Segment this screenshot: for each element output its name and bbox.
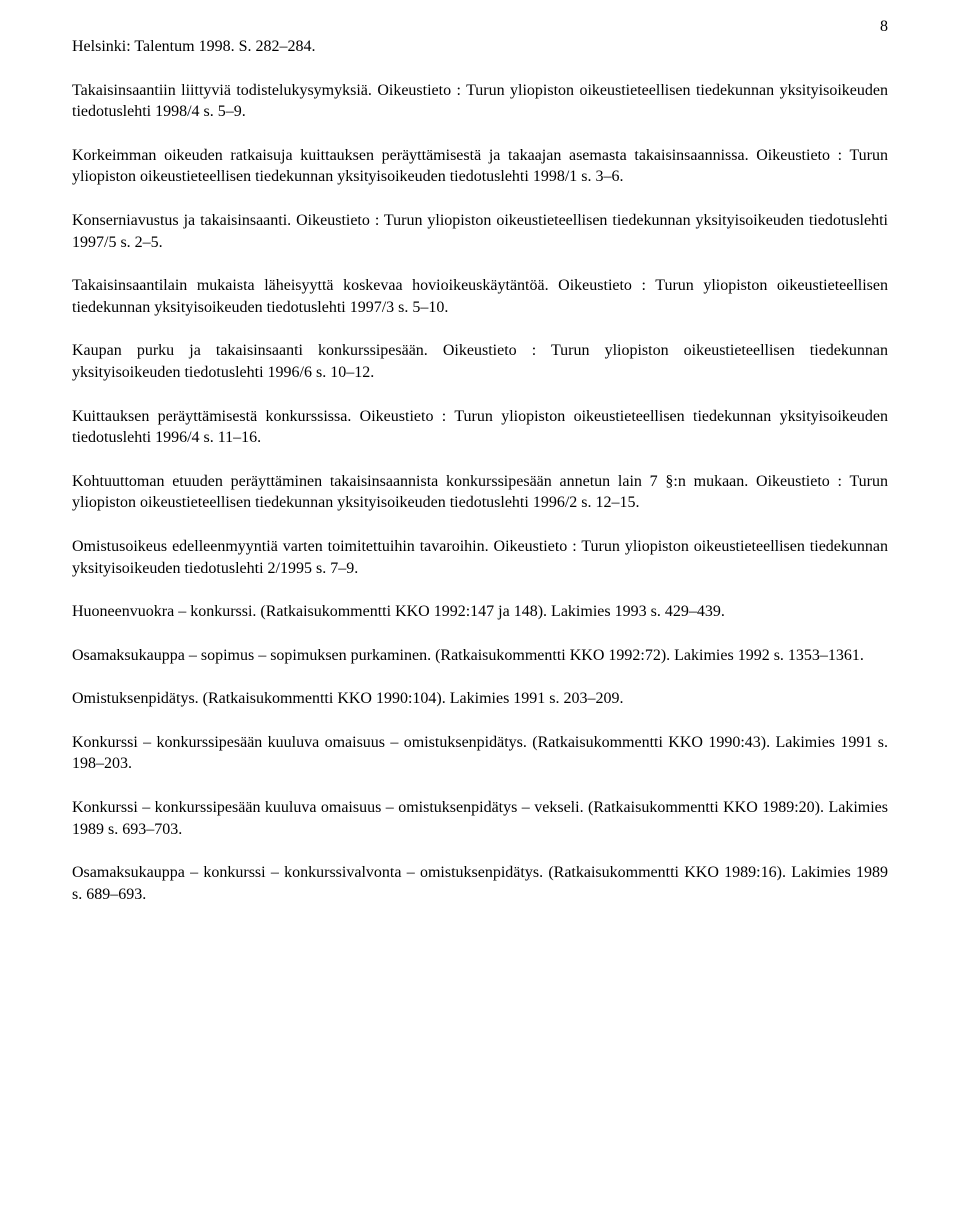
paragraph: Konkurssi – konkurssipesään kuuluva omai…	[72, 732, 888, 775]
paragraph: Helsinki: Talentum 1998. S. 282–284.	[72, 36, 888, 58]
paragraph: Konserniavustus ja takaisinsaanti. Oikeu…	[72, 210, 888, 253]
paragraph: Kaupan purku ja takaisinsaanti konkurssi…	[72, 340, 888, 383]
paragraph: Kohtuuttoman etuuden peräyttäminen takai…	[72, 471, 888, 514]
page-number: 8	[880, 18, 888, 36]
paragraph: Osamaksukauppa – sopimus – sopimuksen pu…	[72, 645, 888, 667]
paragraph: Takaisinsaantiin liittyviä todistelukysy…	[72, 80, 888, 123]
document-page: 8 Helsinki: Talentum 1998. S. 282–284. T…	[0, 0, 960, 1218]
paragraph: Kuittauksen peräyttämisestä konkurssissa…	[72, 406, 888, 449]
paragraph: Korkeimman oikeuden ratkaisuja kuittauks…	[72, 145, 888, 188]
paragraph: Omistuksenpidätys. (Ratkaisukommentti KK…	[72, 688, 888, 710]
paragraph: Osamaksukauppa – konkurssi – konkurssiva…	[72, 862, 888, 905]
paragraph: Takaisinsaantilain mukaista läheisyyttä …	[72, 275, 888, 318]
paragraph: Konkurssi – konkurssipesään kuuluva omai…	[72, 797, 888, 840]
paragraph: Huoneenvuokra – konkurssi. (Ratkaisukomm…	[72, 601, 888, 623]
paragraph: Omistusoikeus edelleenmyyntiä varten toi…	[72, 536, 888, 579]
